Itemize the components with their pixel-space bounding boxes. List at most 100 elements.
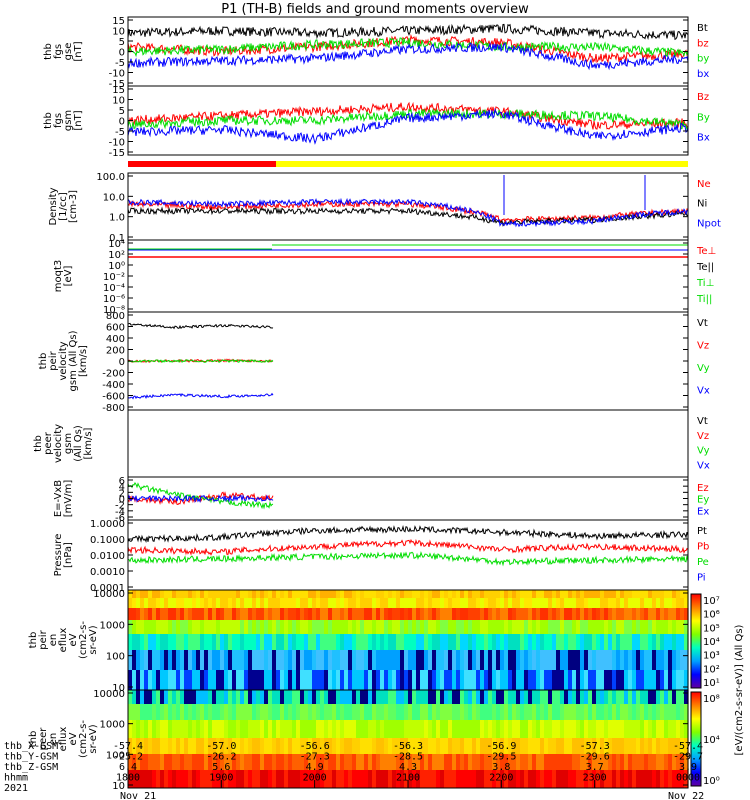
spectrogram-peir-cell	[532, 598, 537, 608]
spectrogram-peir-cell	[308, 634, 313, 650]
spectrogram-peir-cell	[524, 634, 529, 650]
spectrogram-peir-cell	[272, 650, 277, 670]
spectrogram-peer-cell	[516, 754, 521, 770]
spectrogram-peer-cell	[308, 704, 313, 720]
spectrogram-peir-cell	[344, 634, 349, 650]
spectrogram-peir-cell	[208, 590, 213, 598]
spectrogram-peer-cell	[484, 754, 489, 770]
spectrogram-peir-cell	[304, 634, 309, 650]
spectrogram-peer-cell	[396, 770, 401, 788]
spectrogram-peir-cell	[464, 670, 469, 690]
spectrogram-peer-cell	[316, 770, 321, 788]
spectrogram-peer-cell	[192, 704, 197, 720]
spectrogram-peer-cell	[196, 690, 201, 704]
spectrogram-peir-cell	[268, 598, 273, 608]
spectrogram-peir-cell	[604, 590, 609, 598]
spectrogram-peer-cell	[224, 704, 229, 720]
spectrogram-peir-cell	[580, 608, 585, 620]
spectrogram-peer-cell	[656, 738, 661, 754]
spectrogram-peer-cell	[548, 720, 553, 738]
ylabel-peir_vel: gsm (All Qs)	[68, 330, 79, 391]
spectrogram-peir-cell	[548, 650, 553, 670]
spectrogram-peer-cell	[652, 770, 657, 788]
spectrogram-peer-cell	[228, 720, 233, 738]
spectrogram-peir-cell	[568, 634, 573, 650]
spectrogram-peer-cell	[192, 754, 197, 770]
ytick-label-fgs_gsm: 0	[119, 117, 125, 128]
spectrogram-peir-cell	[160, 590, 165, 598]
spectrogram-peir-cell	[412, 650, 417, 670]
series-pressure-pb	[127, 538, 689, 556]
spectrogram-peir-cell	[512, 590, 517, 598]
spectrogram-peir-cell	[480, 590, 485, 598]
spectrogram-peer-cell	[592, 770, 597, 788]
spectrogram-peer-cell	[528, 704, 533, 720]
spectrogram-peir-cell	[404, 634, 409, 650]
ytick-label-fgs_gse: 15	[112, 16, 125, 27]
spectrogram-peir-cell	[260, 598, 265, 608]
spectrogram-peer-cell	[164, 754, 169, 770]
spectrogram-peer-cell	[280, 704, 285, 720]
spectrogram-peer-cell	[568, 754, 573, 770]
spectrogram-peir-cell	[544, 590, 549, 598]
spectrogram-peir-cell	[580, 670, 585, 690]
spectrogram-peer-cell	[132, 770, 137, 788]
spectrogram-peer-cell	[280, 770, 285, 788]
spectrogram-peir-cell	[292, 598, 297, 608]
spectrogram-peer-cell	[380, 720, 385, 738]
spectrogram-peer-cell	[564, 738, 569, 754]
spectrogram-peir-cell	[212, 620, 217, 634]
ytick-label-fgs_gse: 5	[119, 37, 125, 48]
spectrogram-peir-cell	[240, 670, 245, 690]
spectrogram-peer-cell	[252, 690, 257, 704]
spectrogram-peer-cell	[348, 704, 353, 720]
spectrogram-peer-cell	[636, 720, 641, 738]
spectrogram-peer-cell	[604, 720, 609, 738]
spectrogram-peir-cell	[272, 598, 277, 608]
spectrogram-peir-cell	[380, 620, 385, 634]
spectrogram-peir-cell	[512, 634, 517, 650]
spectrogram-peir-cell	[464, 590, 469, 598]
spectrogram-peer-cell	[592, 754, 597, 770]
spectrogram-peir-cell	[628, 608, 633, 620]
spectrogram-peer-cell	[536, 704, 541, 720]
ytick-label-density: 100.0	[96, 172, 125, 183]
spectrogram-peer-cell	[624, 754, 629, 770]
spectrogram-peir-cell	[436, 634, 441, 650]
spectrogram-peir-cell	[528, 634, 533, 650]
spectrogram-peer-cell	[564, 704, 569, 720]
spectrogram-peer-cell	[608, 720, 613, 738]
ytick-label-peir_vel: -800	[102, 403, 125, 414]
spectrogram-peir-cell	[336, 670, 341, 690]
spectrogram-peir-cell	[200, 590, 205, 598]
spectrogram-peir-cell	[280, 598, 285, 608]
spectrogram-peer-cell	[264, 738, 269, 754]
spectrogram-peir-cell	[392, 608, 397, 620]
spectrogram-peir-cell	[420, 634, 425, 650]
spectrogram-peir-cell	[256, 598, 261, 608]
spectrogram-peir-cell	[180, 670, 185, 690]
legend-efield-2: Ex	[697, 506, 709, 517]
spectrogram-peer-cell	[296, 770, 301, 788]
spectrogram-peir-cell	[272, 670, 277, 690]
spectrogram-peir-cell	[164, 598, 169, 608]
spectrogram-peer-cell	[392, 738, 397, 754]
spectrogram-peir-cell	[572, 650, 577, 670]
spectrogram-peir-cell	[604, 598, 609, 608]
spectrogram-peir-cell	[188, 670, 193, 690]
spectrogram-peir-cell	[488, 670, 493, 690]
legend-density-0: Ne	[697, 179, 711, 190]
spectrogram-peir-cell	[164, 590, 169, 598]
spectrogram-peir-cell	[484, 650, 489, 670]
spectrogram-peir-cell	[508, 598, 513, 608]
spectrogram-peer-cell	[456, 754, 461, 770]
spectrogram-peer-cell	[576, 770, 581, 788]
spectrogram-peir-cell	[444, 598, 449, 608]
spectrogram-peer-cell	[324, 770, 329, 788]
spectrogram-peir-cell	[684, 590, 689, 598]
spectrogram-peer-cell	[628, 770, 633, 788]
spectrogram-peer-cell	[384, 704, 389, 720]
spectrogram-peer-cell	[476, 690, 481, 704]
spectrogram-peir-cell	[336, 598, 341, 608]
ytick-label-peir_spec: 1000	[100, 620, 125, 631]
